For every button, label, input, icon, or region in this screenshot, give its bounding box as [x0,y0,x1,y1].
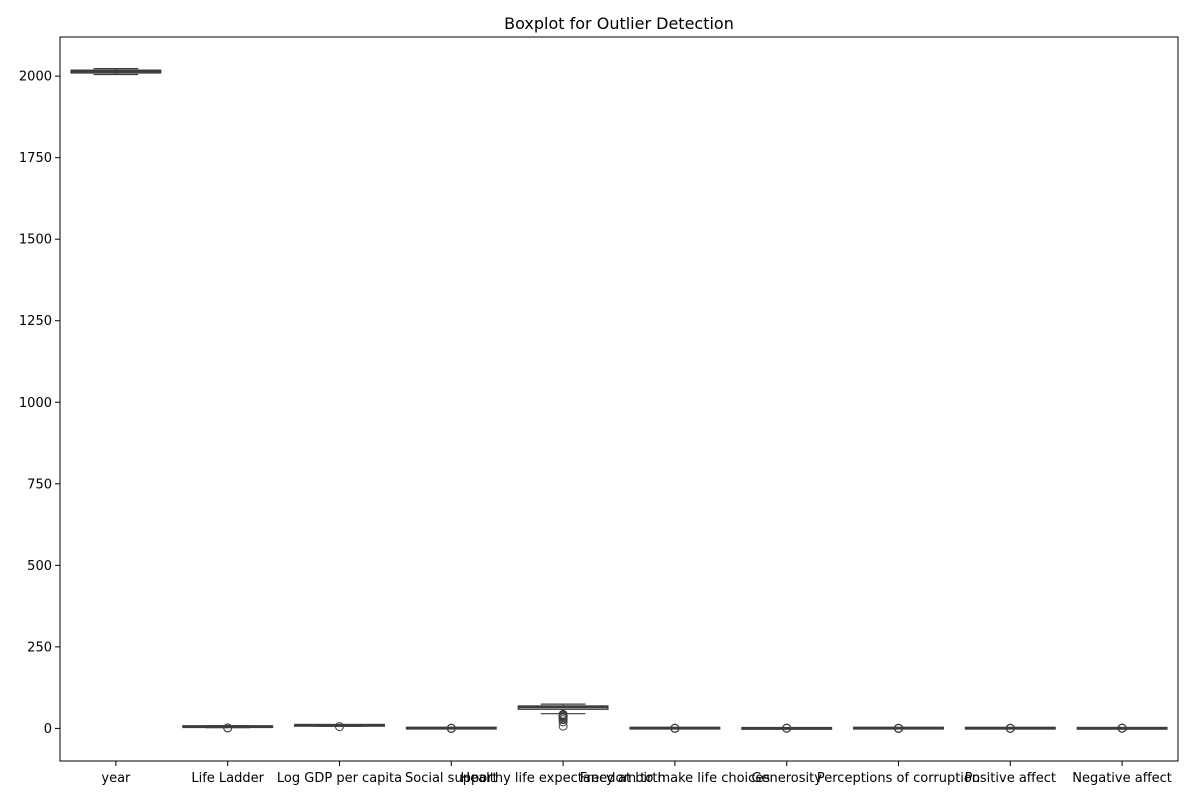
y-tick-label: 1250 [19,314,52,329]
box-group [70,68,162,76]
outlier-point [894,723,903,733]
chart-title: Boxplot for Outlier Detection [504,14,734,33]
x-tick-label: year [101,771,131,786]
box-group [405,723,497,733]
y-tick-label: 750 [27,477,52,492]
outlier-point [670,723,680,733]
x-tick-label: Healthy life expectancy at birth [460,771,665,786]
x-tick-label: Perceptions of corruption [817,771,980,786]
y-tick-label: 1750 [19,151,52,166]
outlier-point [335,722,344,732]
y-tick-label: 250 [27,640,52,655]
plot-frame [59,36,1179,762]
outlier-point [782,723,792,733]
x-tick-label: Negative affect [1072,771,1172,786]
outlier-point [558,709,568,719]
x-tick-label: Log GDP per capita [277,771,402,786]
box-group [1076,723,1168,733]
box-group [294,722,385,732]
x-tick-label: Life Ladder [191,771,264,786]
x-tick-label: Freedom to make life choices [580,771,771,786]
box-group [853,723,944,733]
y-tick-label: 1000 [19,396,52,411]
y-tick-label: 500 [27,559,52,574]
box-group [741,723,833,733]
y-axis: 0 250 500 750 1000 1250 1500 1750 2000 [19,70,60,737]
box-group [629,723,721,733]
box-group [964,723,1056,733]
x-axis: year Life Ladder Log GDP per capita Social … [101,761,1172,786]
outlier-point [1117,723,1127,733]
y-tick-label: 2000 [19,70,52,85]
box-group [517,703,609,731]
outlier-point [223,723,233,733]
y-tick-label: 0 [44,722,52,737]
plot-area [70,68,1168,733]
x-tick-label: Generosity [751,771,822,786]
y-tick-label: 1500 [19,233,52,248]
outlier-point [1005,723,1015,733]
outlier-point [446,723,456,733]
x-tick-label: Positive affect [965,771,1056,786]
x-tick-label: Social support [405,771,498,786]
box-group [182,723,274,733]
